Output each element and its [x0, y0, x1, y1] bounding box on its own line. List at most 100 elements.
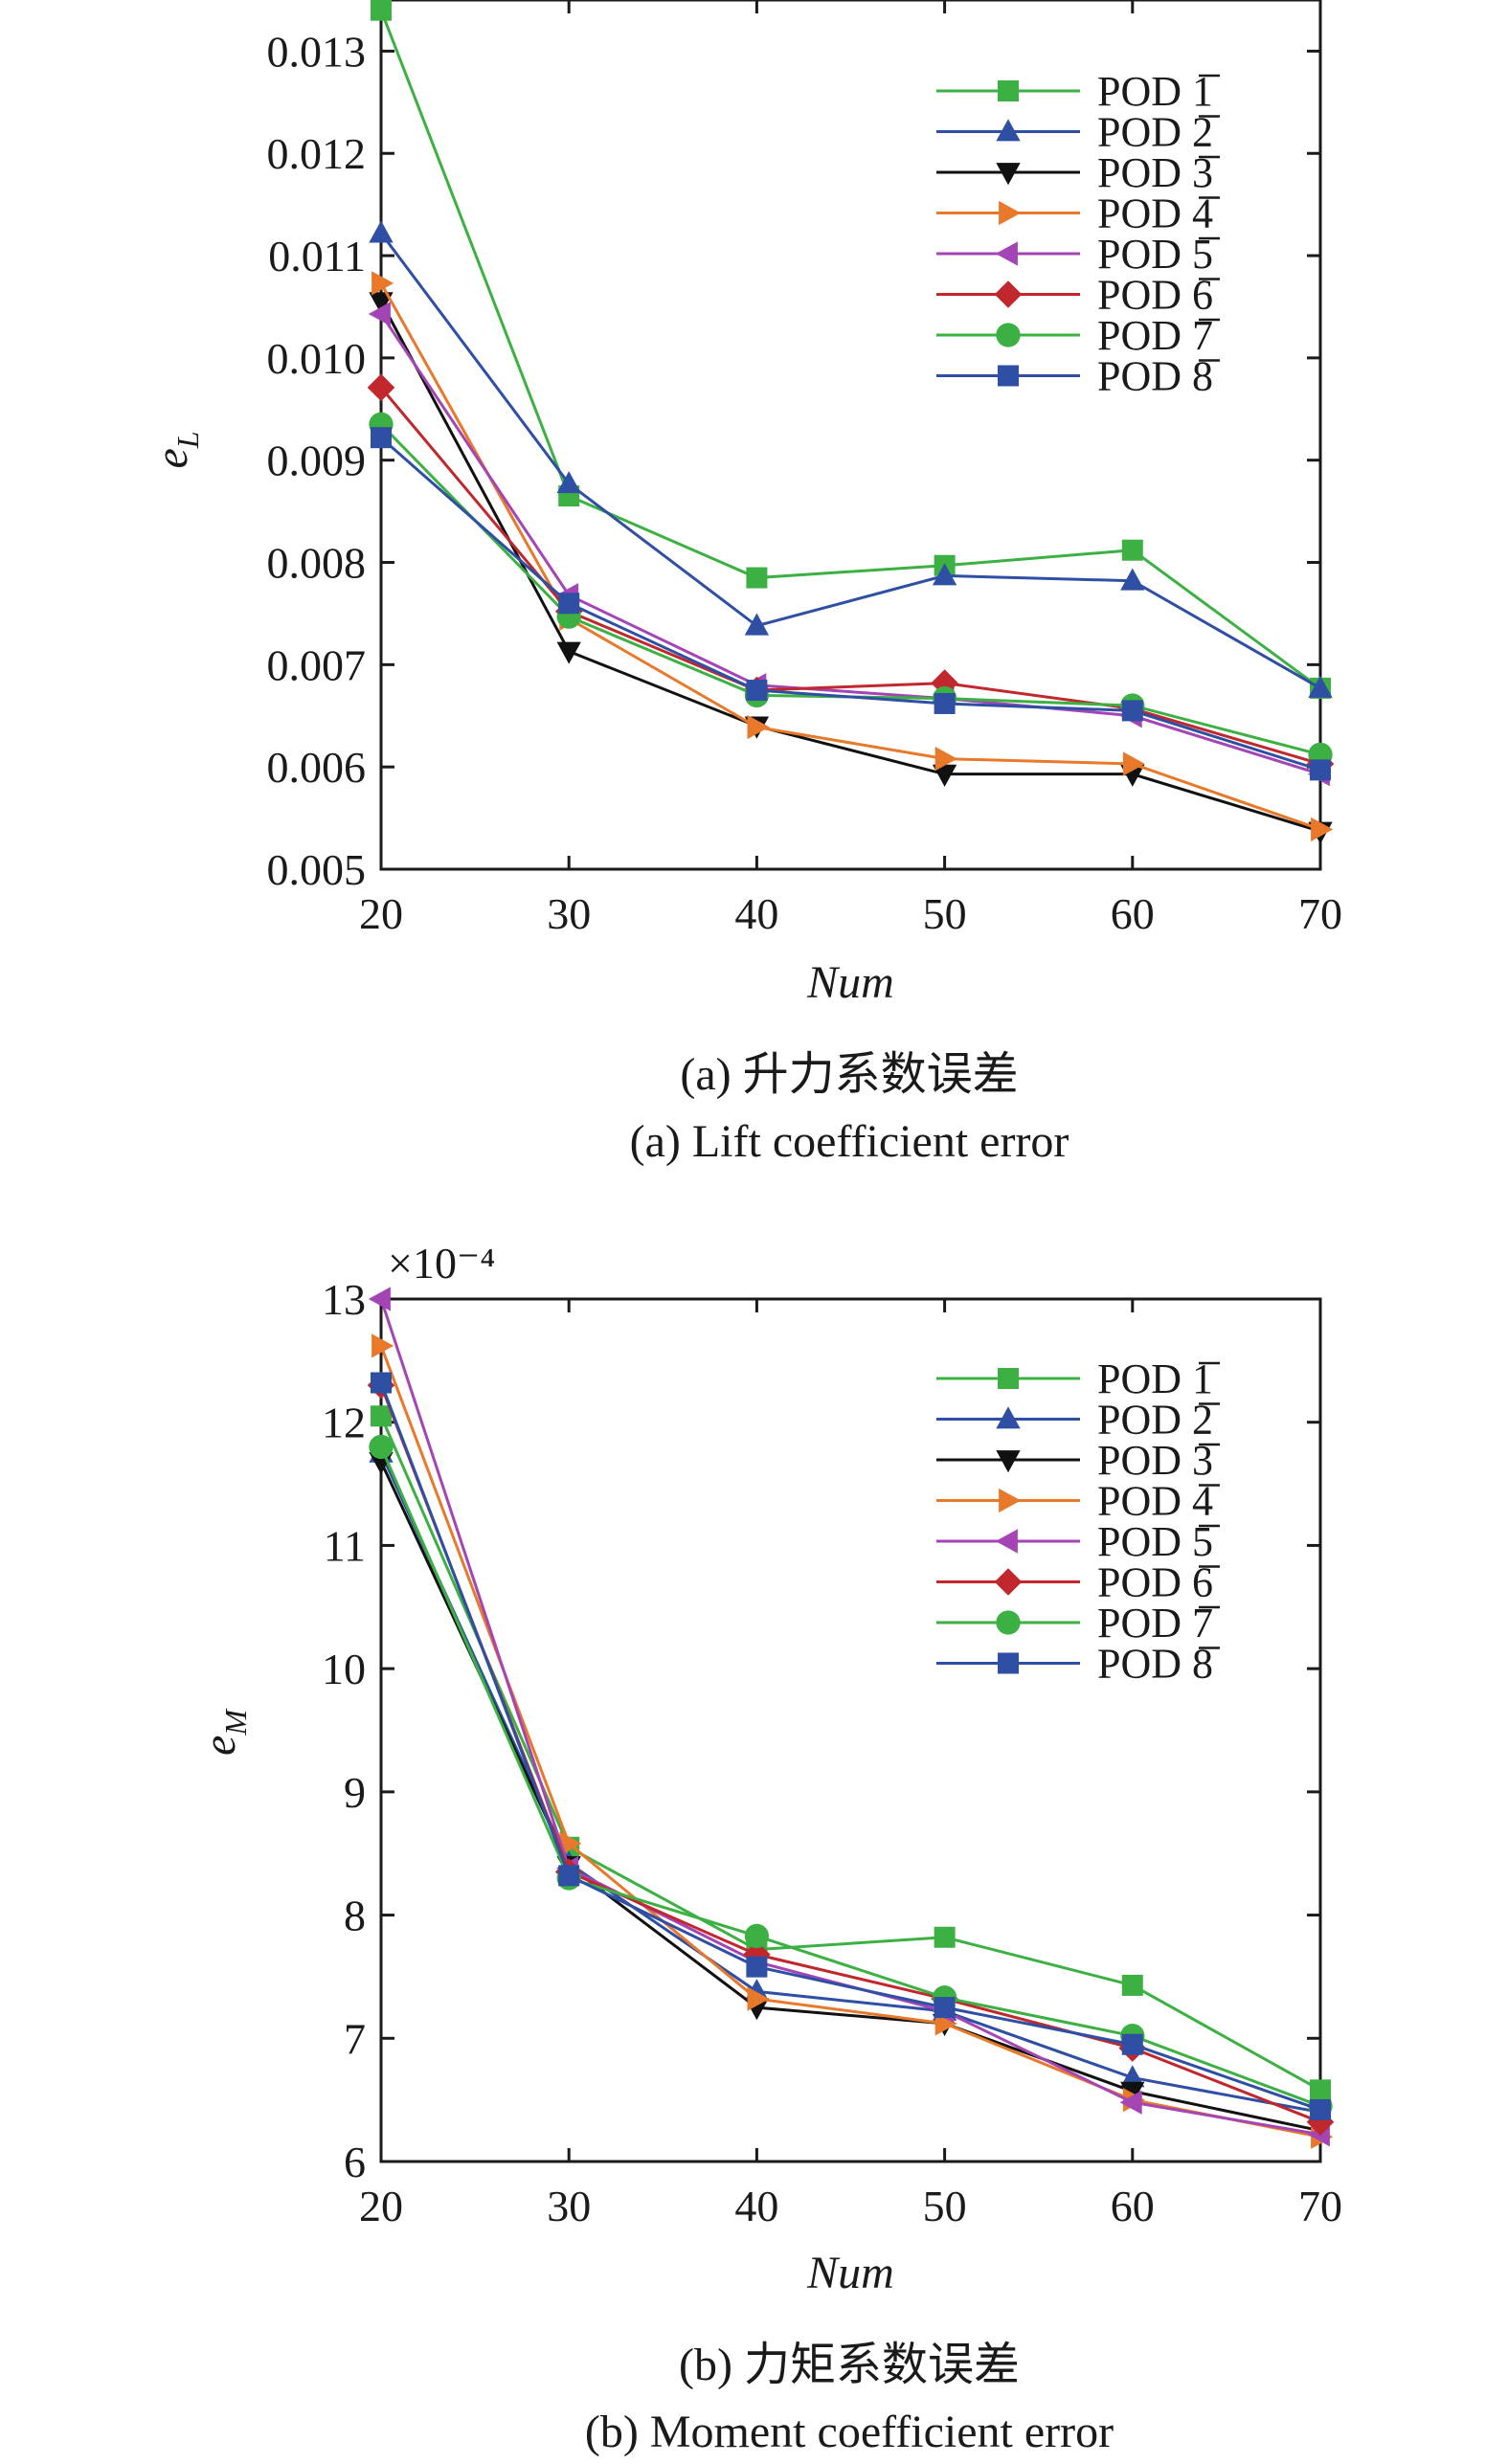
- series-pod-6: [367, 373, 1335, 778]
- x-tick-label: 20: [359, 889, 403, 938]
- y-tick-label: 0.008: [267, 539, 367, 588]
- plot-frame: [379, 1297, 1322, 2163]
- data-point: [558, 593, 580, 615]
- legend-label: POD 5: [1097, 1518, 1213, 1565]
- data-point: [1121, 1974, 1143, 1996]
- data-point: [368, 1287, 391, 1311]
- series-line: [379, 1461, 1321, 2133]
- data-point: [556, 641, 581, 664]
- x-tick-label: 70: [1298, 889, 1342, 938]
- data-point: [1121, 2033, 1143, 2055]
- data-point: [934, 692, 956, 714]
- data-point: [744, 1923, 770, 1949]
- y-tick-label: 0.007: [267, 640, 367, 689]
- series-line: [379, 282, 1321, 831]
- x-tick-label: 20: [359, 2182, 403, 2230]
- y-axis-title-text: eL: [146, 431, 205, 468]
- data-point: [1120, 2065, 1145, 2088]
- data-point: [1121, 700, 1143, 722]
- legend-marker: [998, 80, 1019, 101]
- data-point: [746, 567, 768, 589]
- data-point: [1310, 2098, 1331, 2120]
- data-point: [559, 1831, 582, 1856]
- data-point: [367, 373, 395, 402]
- y-tick-label: 0.011: [268, 232, 366, 280]
- y-tick-label: 0.005: [267, 845, 367, 894]
- legend-marker: [998, 1368, 1019, 1389]
- data-point: [369, 220, 394, 243]
- data-point: [371, 1405, 392, 1427]
- data-point: [1119, 2090, 1142, 2115]
- y-tick-label: 0.013: [267, 27, 367, 76]
- lift-caption-cn: (a) 升力系数误差: [680, 1049, 1018, 1100]
- y-tick-label: 0.009: [267, 437, 367, 485]
- legend-label: POD 1: [1097, 68, 1213, 115]
- data-point: [746, 1956, 768, 1978]
- data-point: [1120, 568, 1145, 591]
- legend-label: POD 3: [1097, 1437, 1213, 1484]
- legend-marker: [996, 119, 1021, 142]
- data-point: [1306, 2108, 1335, 2137]
- data-point: [369, 292, 394, 315]
- y-tick-label: 10: [322, 1645, 366, 1693]
- y-tick-label: 6: [344, 2138, 366, 2186]
- x-tick-label: 60: [1111, 2182, 1155, 2230]
- y-tick-label: 0.010: [267, 334, 367, 383]
- legend-marker: [996, 1450, 1021, 1473]
- legend-label: POD 6: [1097, 272, 1213, 319]
- series-line: [380, 437, 1321, 772]
- y-tick-label: 0.012: [267, 129, 367, 178]
- legend-label: POD 8: [1097, 1641, 1213, 1688]
- data-point: [369, 1434, 394, 1460]
- series-pod-8: [371, 1372, 1331, 2120]
- legend-marker: [995, 241, 1018, 266]
- x-tick-label: 30: [547, 2182, 591, 2230]
- series-line: [379, 232, 1321, 690]
- x-tick-label: 60: [1111, 889, 1155, 938]
- legend-label: POD 1: [1097, 1355, 1213, 1402]
- legend-label: POD 4: [1097, 190, 1213, 237]
- y-axis-title: eL: [146, 431, 205, 468]
- series-pod-4: [371, 271, 1334, 841]
- y-tick-label: 9: [344, 1768, 366, 1817]
- legend-marker: [996, 323, 1021, 347]
- legend-label: POD 3: [1097, 149, 1213, 196]
- data-point: [743, 1940, 771, 1969]
- data-point: [371, 271, 394, 296]
- legend-marker: [999, 1488, 1022, 1513]
- legend-label: POD 2: [1097, 109, 1213, 156]
- x-tick-label: 50: [923, 889, 967, 938]
- x-axis-title: Num: [806, 2248, 894, 2298]
- data-point: [934, 1926, 956, 1948]
- data-point: [932, 764, 957, 787]
- legend-marker: [996, 1406, 1021, 1429]
- legend-label: POD 6: [1097, 1559, 1213, 1606]
- legend-label: POD 2: [1097, 1397, 1213, 1444]
- data-point: [371, 0, 392, 21]
- x-tick-label: 50: [923, 2182, 967, 2230]
- data-point: [558, 1865, 580, 1887]
- y-tick-label: 8: [344, 1892, 366, 1940]
- legend-marker: [995, 1529, 1018, 1554]
- data-point: [1308, 675, 1333, 698]
- data-point: [746, 680, 768, 702]
- data-point: [1311, 817, 1334, 841]
- legend-marker: [998, 1652, 1019, 1674]
- x-tick-label: 40: [734, 889, 778, 938]
- legend-label: POD 4: [1097, 1478, 1213, 1525]
- y-tick-label: 0.006: [267, 743, 367, 792]
- series-pod-8: [371, 427, 1331, 781]
- y-axis-title-subscript: M: [218, 1708, 253, 1736]
- y-tick-label: 11: [324, 1521, 366, 1570]
- data-point: [747, 1986, 770, 2011]
- y-axis-title-subscript: L: [170, 431, 205, 449]
- y-tick-label: 12: [322, 1399, 366, 1447]
- series-line: [379, 386, 1321, 766]
- lift-error-chart: 20 30 40 50 60 70 0.005 0.006 0.007 0.008 0.009 0.0…: [146, 0, 1342, 1008]
- data-point: [1310, 759, 1331, 781]
- data-point: [747, 714, 770, 740]
- data-point: [1120, 2081, 1145, 2104]
- data-point: [932, 563, 957, 586]
